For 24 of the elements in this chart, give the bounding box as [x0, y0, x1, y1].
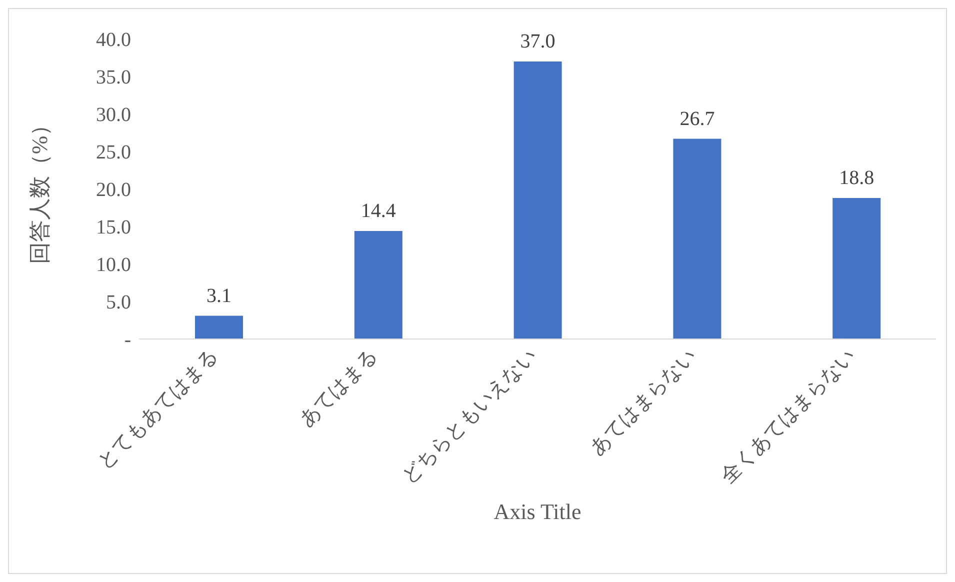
data-label: 3.1	[206, 284, 232, 307]
y-tick-label: 35.0	[96, 66, 131, 89]
x-tick-label: あてはまらない	[586, 344, 700, 460]
x-axis-title: Axis Title	[494, 499, 582, 524]
y-tick-label: 20.0	[96, 179, 131, 202]
bar	[514, 62, 562, 339]
y-tick-label: 10.0	[96, 254, 131, 276]
data-label: 26.7	[680, 108, 715, 130]
bar	[354, 231, 402, 339]
x-tick-label: あてはまる	[295, 344, 382, 432]
bar	[673, 138, 722, 339]
y-axis-title: 回答人数（%）	[26, 114, 52, 264]
bar	[195, 316, 243, 339]
x-tick-label: 全くあてはまらない	[717, 344, 860, 488]
data-label: 18.8	[839, 167, 874, 189]
x-tick-label: どちらともいえない	[398, 344, 542, 488]
data-label: 37.0	[520, 30, 556, 52]
y-tick-label: 5.0	[106, 292, 131, 314]
bar	[832, 198, 881, 339]
y-tick-label: 30.0	[96, 104, 131, 126]
y-tick-label: 40.0	[96, 29, 131, 52]
data-label: 14.4	[360, 200, 396, 222]
y-tick-label: 15.0	[96, 216, 131, 239]
y-tick-label: 25.0	[96, 142, 131, 164]
